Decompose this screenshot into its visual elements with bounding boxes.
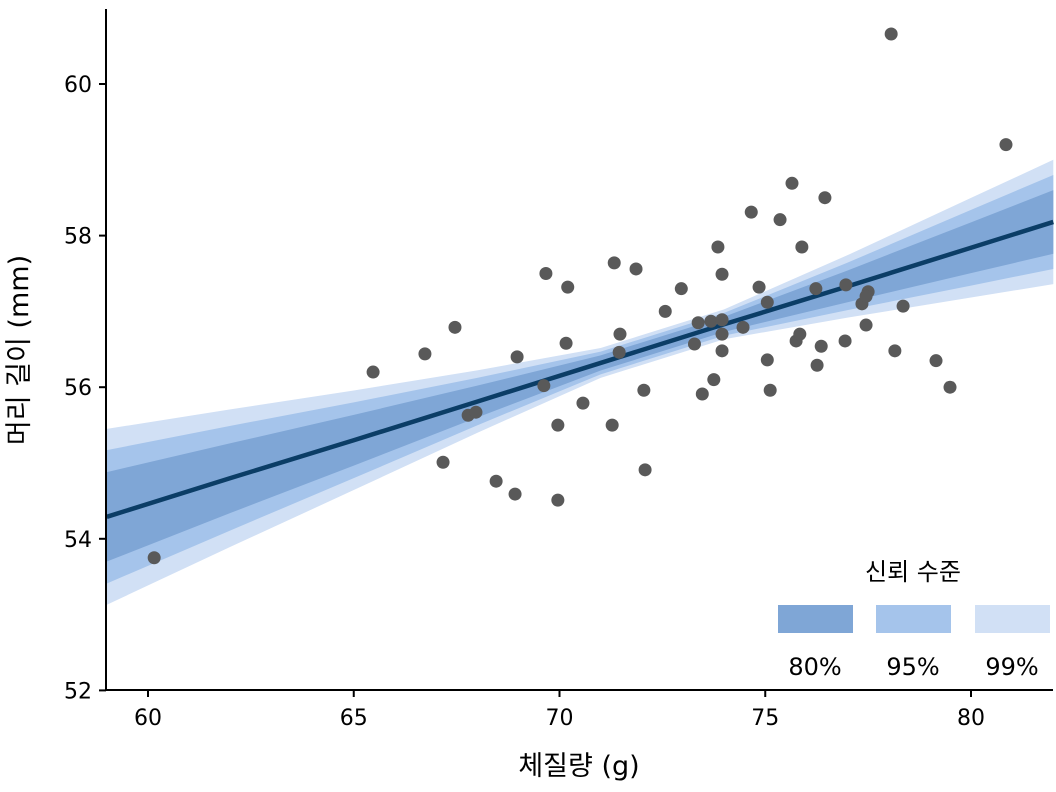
data-point [605, 418, 619, 432]
data-point [637, 383, 651, 397]
data-point [576, 396, 590, 410]
data-point [715, 344, 729, 358]
data-point [744, 205, 758, 219]
band-80 [106, 190, 1054, 562]
x-tick-label: 60 [134, 706, 162, 731]
data-point [559, 336, 573, 350]
data-point [888, 344, 902, 358]
data-point [638, 463, 652, 477]
y-tick-label: 54 [64, 528, 92, 553]
data-point [715, 327, 729, 341]
data-point [687, 337, 701, 351]
data-point [999, 138, 1013, 152]
data-point [707, 373, 721, 387]
data-point [436, 455, 450, 469]
data-point [629, 262, 643, 276]
regression-line [106, 219, 1054, 519]
data-point [418, 347, 432, 361]
data-point [785, 176, 799, 190]
data-point [704, 314, 718, 328]
data-point [715, 313, 729, 327]
data-point [612, 345, 626, 359]
data-point [489, 474, 503, 488]
band-95 [106, 174, 1054, 584]
y-axis-label: 머리 길이 (mm) [4, 255, 35, 445]
data-point [773, 213, 787, 227]
data-point [695, 387, 709, 401]
data-point [859, 289, 873, 303]
data-point [715, 267, 729, 281]
data-point [760, 353, 774, 367]
legend-label-80: 80% [788, 653, 841, 681]
y-ticks: 52 54 56 58 60 [64, 73, 106, 704]
data-point [607, 256, 621, 270]
data-point [818, 191, 832, 205]
data-point [896, 299, 910, 313]
y-tick-label: 52 [64, 679, 92, 704]
data-point [711, 240, 725, 254]
data-point [551, 493, 565, 507]
data-point [943, 380, 957, 394]
legend-label-95: 95% [886, 653, 939, 681]
confidence-bands [106, 159, 1054, 605]
data-point [508, 487, 522, 501]
data-point [147, 551, 161, 565]
legend-swatch-95 [876, 605, 951, 633]
data-point [537, 379, 551, 393]
data-points [147, 27, 1013, 565]
data-point [448, 320, 462, 334]
data-point [752, 280, 766, 294]
x-tick-label: 75 [751, 706, 779, 731]
x-tick-label: 65 [340, 706, 368, 731]
data-point [859, 318, 873, 332]
data-point [658, 304, 672, 318]
data-point [809, 282, 823, 296]
x-axis-label: 체질량 (g) [518, 751, 639, 782]
data-point [469, 405, 483, 419]
data-point [674, 282, 688, 296]
data-point [814, 339, 828, 353]
legend: 신뢰 수준 80% 95% 99% [778, 558, 1050, 681]
data-point [929, 354, 943, 368]
data-point [839, 278, 853, 292]
data-point [763, 383, 777, 397]
data-point [551, 418, 565, 432]
data-point [838, 334, 852, 348]
data-point [736, 320, 750, 334]
y-tick-label: 60 [64, 73, 92, 98]
x-tick-label: 80 [957, 706, 985, 731]
data-point [760, 295, 774, 309]
x-tick-label: 70 [546, 706, 574, 731]
data-point [795, 240, 809, 254]
data-point [561, 280, 575, 294]
legend-swatch-99 [975, 605, 1050, 633]
data-point [366, 365, 380, 379]
data-point [793, 327, 807, 341]
data-point [691, 316, 705, 330]
legend-title: 신뢰 수준 [865, 558, 961, 586]
legend-swatch-80 [778, 605, 853, 633]
data-point [539, 267, 553, 280]
legend-label-99: 99% [985, 653, 1038, 681]
x-ticks: 60 65 70 75 80 [134, 690, 985, 731]
data-point [510, 350, 524, 364]
data-point [810, 358, 824, 372]
y-tick-label: 56 [64, 376, 92, 401]
data-point [884, 27, 898, 41]
data-point [613, 327, 627, 341]
y-tick-label: 58 [64, 225, 92, 250]
